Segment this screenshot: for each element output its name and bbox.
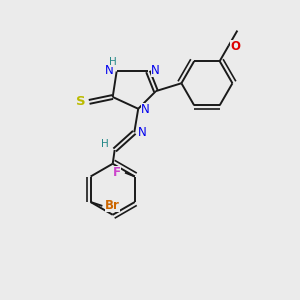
Text: H: H — [101, 139, 109, 149]
Text: F: F — [113, 166, 121, 179]
Text: O: O — [230, 40, 240, 53]
Text: S: S — [76, 95, 85, 108]
Text: H: H — [109, 57, 117, 67]
Text: N: N — [104, 64, 113, 77]
Text: N: N — [138, 126, 146, 139]
Text: N: N — [141, 103, 149, 116]
Text: Br: Br — [105, 200, 120, 212]
Text: N: N — [151, 64, 159, 77]
